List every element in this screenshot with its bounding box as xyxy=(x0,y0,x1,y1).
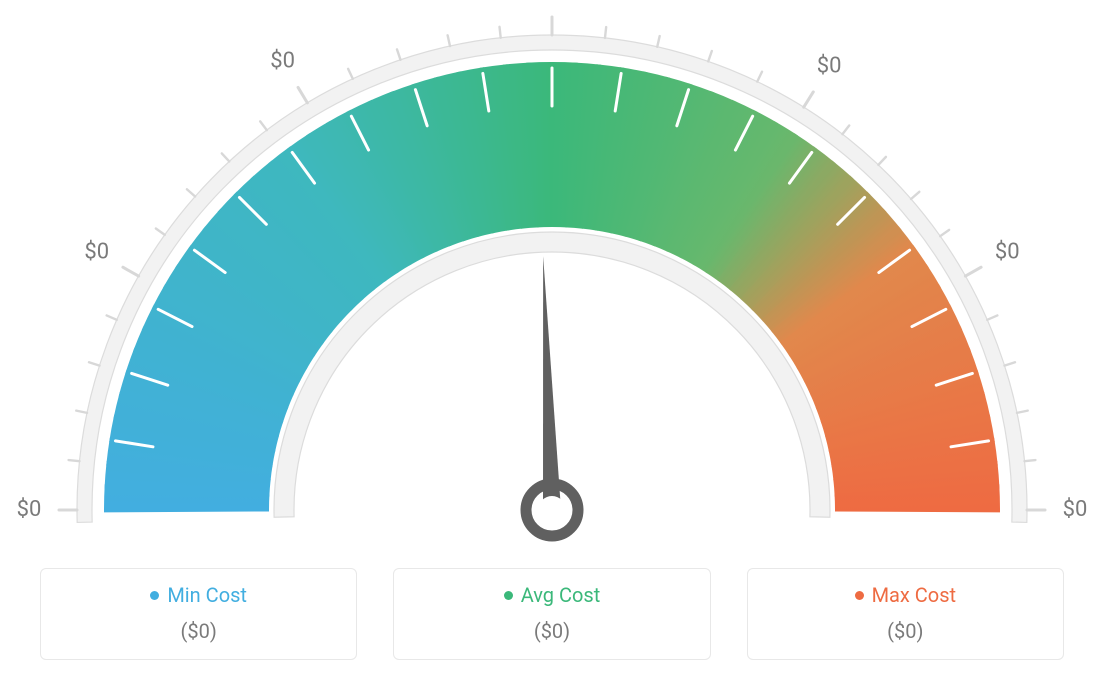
svg-text:$0: $0 xyxy=(84,239,109,264)
legend-title-max: Max Cost xyxy=(855,583,957,607)
legend-value-avg: ($0) xyxy=(394,619,709,643)
legend-dot-min xyxy=(150,591,159,600)
legend-value-min: ($0) xyxy=(41,619,356,643)
svg-text:$0: $0 xyxy=(817,53,842,78)
legend-title-avg: Avg Cost xyxy=(504,583,601,607)
legend-dot-avg xyxy=(504,591,513,600)
legend-label-avg: Avg Cost xyxy=(521,583,601,607)
svg-text:$0: $0 xyxy=(1063,497,1088,522)
legend-card-avg: Avg Cost ($0) xyxy=(393,568,710,660)
svg-text:$0: $0 xyxy=(995,239,1020,264)
svg-text:$0: $0 xyxy=(270,49,295,74)
svg-text:$0: $0 xyxy=(17,497,42,522)
legend-card-max: Max Cost ($0) xyxy=(747,568,1064,660)
gauge-svg: $0$0$0$0$0$0$0 xyxy=(0,0,1104,560)
legend-label-min: Min Cost xyxy=(167,583,247,607)
gauge-chart: $0$0$0$0$0$0$0 xyxy=(0,0,1104,560)
legend-dot-max xyxy=(855,591,864,600)
legend-title-min: Min Cost xyxy=(150,583,247,607)
legend-label-max: Max Cost xyxy=(872,583,957,607)
legend-value-max: ($0) xyxy=(748,619,1063,643)
legend-row: Min Cost ($0) Avg Cost ($0) Max Cost ($0… xyxy=(0,568,1104,660)
legend-card-min: Min Cost ($0) xyxy=(40,568,357,660)
